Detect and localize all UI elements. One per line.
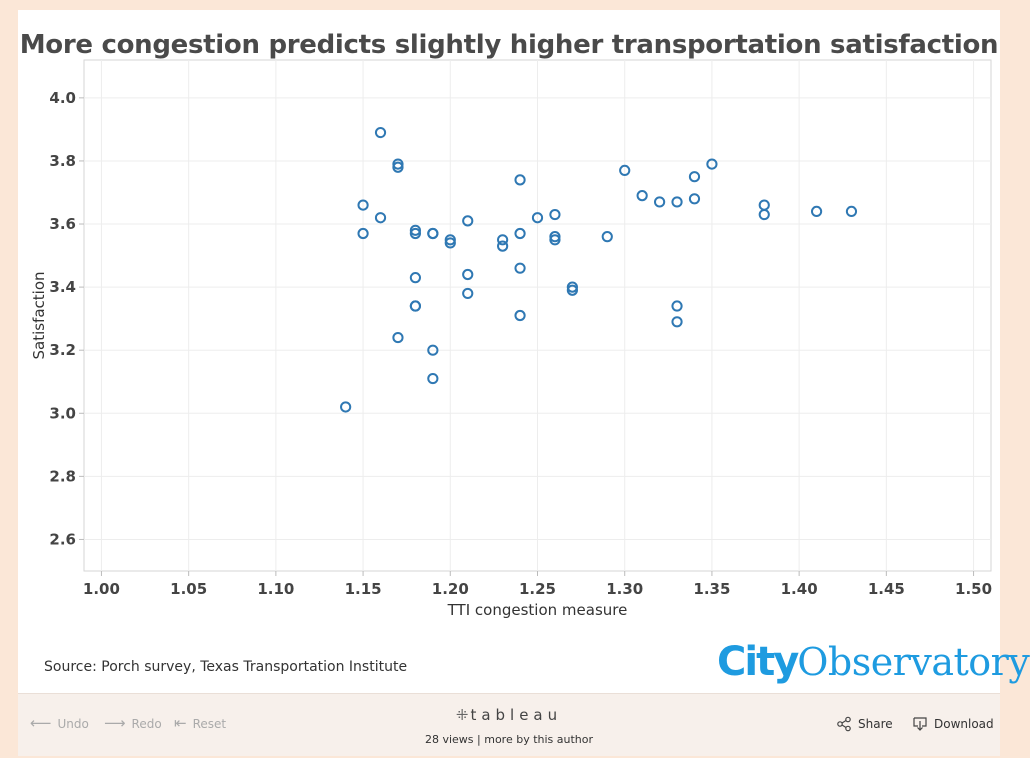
x-tick-label: 1.30: [606, 580, 643, 598]
y-axis-title: Satisfaction: [30, 271, 48, 359]
y-tick-label: 3.4: [49, 278, 76, 296]
data-point: [374, 126, 387, 139]
x-tick-label: 1.15: [345, 580, 382, 598]
more-by-author-link[interactable]: more by this author: [484, 733, 594, 746]
x-tick-label: 1.20: [432, 580, 469, 598]
data-point: [653, 196, 666, 208]
data-point: [671, 300, 683, 312]
y-tick-label: 2.6: [49, 530, 76, 548]
data-point: [688, 171, 701, 183]
logo-city-text: City: [717, 639, 799, 685]
x-tick-label: 1.40: [781, 580, 818, 598]
y-tick-label: 3.8: [49, 152, 76, 170]
data-point: [409, 227, 422, 240]
download-icon: [913, 717, 927, 731]
y-tick-label: 4.0: [49, 89, 76, 107]
data-point: [514, 174, 526, 186]
share-icon: [837, 716, 851, 732]
reset-icon: ⇤: [174, 714, 187, 732]
view-count: 28 views: [424, 733, 474, 746]
data-point: [514, 262, 526, 274]
data-point: [758, 208, 770, 221]
data-point: [409, 272, 422, 284]
share-button[interactable]: Share: [836, 716, 893, 732]
data-point: [497, 234, 509, 246]
data-point: [514, 227, 526, 240]
arrow-left-icon: ⟵: [30, 714, 52, 732]
x-tick-label: 1.25: [519, 580, 556, 598]
data-point: [392, 331, 404, 344]
data-point: [462, 287, 474, 300]
undo-label: Undo: [57, 716, 89, 731]
download-button[interactable]: Download: [912, 716, 994, 732]
x-axis-title: TTI congestion measure: [447, 601, 628, 619]
viz-card: More congestion predicts slightly higher…: [18, 10, 1030, 693]
data-point: [427, 227, 439, 240]
data-point: [462, 268, 474, 281]
chart-title: More congestion predicts slightly higher…: [19, 30, 999, 60]
logo-observatory-text: Observatory: [797, 640, 1030, 684]
data-point: [549, 234, 561, 246]
source-note: Source: Porch survey, Texas Transportati…: [44, 659, 408, 675]
y-tick-label: 3.0: [49, 404, 76, 422]
data-point: [462, 215, 474, 227]
y-tick-label: 2.8: [49, 467, 76, 485]
data-point: [427, 372, 439, 385]
data-point: [514, 309, 526, 322]
tableau-toolbar: ⟵ Undo ⟶ Redo ⇤ Reset ⁜ tableau 28 views …: [18, 693, 1000, 756]
x-tick-label: 1.10: [257, 580, 294, 598]
tableau-logo-icon: ⁜: [455, 706, 469, 724]
data-point: [392, 161, 404, 173]
arrow-right-icon: ⟶: [104, 714, 126, 732]
data-point: [671, 196, 683, 208]
data-point: [619, 164, 631, 177]
city-observatory-logo: CityObservatory: [717, 639, 1030, 685]
data-point: [688, 193, 701, 205]
data-point: [845, 205, 858, 218]
redo-label: Redo: [131, 716, 162, 731]
reset-label: Reset: [192, 716, 227, 731]
y-tick-label: 3.2: [49, 341, 76, 359]
data-point: [549, 208, 561, 221]
x-tick-label: 1.05: [170, 580, 207, 598]
data-point: [636, 190, 648, 202]
x-tick-label: 1.00: [83, 580, 120, 598]
x-tick-label: 1.35: [693, 580, 730, 598]
data-point: [409, 300, 422, 312]
data-point: [427, 344, 439, 356]
x-tick-label: 1.45: [868, 580, 905, 598]
data-point: [357, 199, 369, 211]
reset-button[interactable]: ⇤ Reset: [174, 716, 226, 731]
data-point: [566, 284, 578, 296]
y-tick-label: 3.6: [49, 215, 76, 233]
view-meta: 28 views | more by this author: [18, 733, 1000, 746]
scatter-chart: 1.00 1.05 1.10 1.15 1.20 1.25 1.30 1.35 1.40 1.45…: [30, 59, 992, 619]
undo-button[interactable]: ⟵ Undo: [30, 716, 89, 731]
data-point: [671, 316, 683, 328]
data-point: [706, 158, 718, 170]
data-point: [374, 212, 387, 224]
data-point: [601, 231, 613, 243]
data-point: [758, 199, 770, 211]
data-point: [810, 205, 823, 218]
x-tick-label: 1.50: [955, 580, 992, 598]
tableau-wordmark: tableau: [470, 706, 563, 724]
meta-separator: |: [477, 733, 481, 746]
share-label: Share: [858, 717, 893, 731]
download-label: Download: [934, 717, 994, 731]
tableau-brand[interactable]: ⁜ tableau: [18, 706, 1000, 724]
data-point: [340, 401, 352, 413]
redo-button[interactable]: ⟶ Redo: [104, 716, 162, 731]
data-point: [497, 240, 509, 252]
data-point: [531, 212, 544, 224]
data-point: [357, 227, 369, 240]
data-point: [444, 237, 456, 249]
